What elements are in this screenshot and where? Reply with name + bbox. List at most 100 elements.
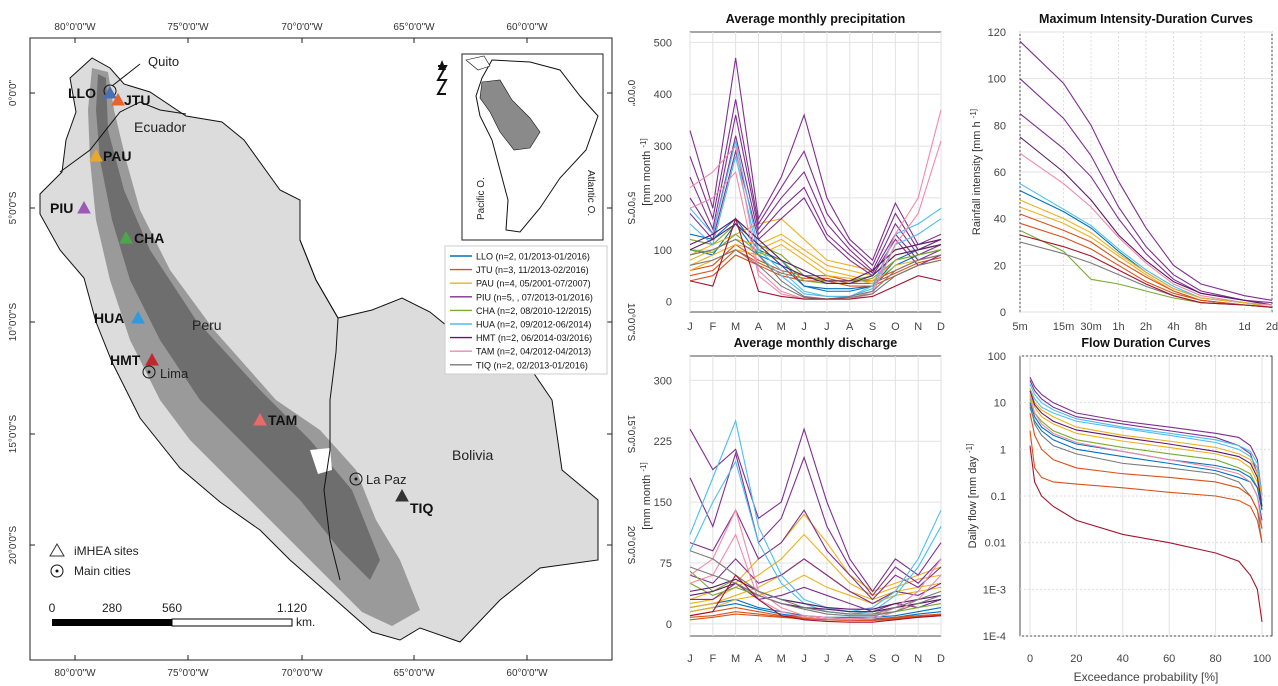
scalebar-tick: 280: [102, 601, 122, 615]
scalebar-tick: 0: [49, 601, 56, 615]
x-tick-label: 8h: [1195, 321, 1207, 333]
y-tick-label: 0.01: [985, 538, 1006, 550]
quito-leader: [111, 63, 141, 87]
andes-highlands: [96, 74, 380, 580]
legend-label: PIU (n=5, , 07/2013-01/2016): [476, 292, 593, 302]
chart-title: Average monthly precipitation: [726, 12, 905, 26]
y-tick-label: 1E-3: [983, 584, 1006, 596]
site-marker-pau: [89, 148, 103, 162]
series-line: [689, 156, 942, 297]
site-label-tiq: TIQ: [410, 500, 433, 516]
legend-label: HMT (n=2, 06/2014-03/2016): [476, 333, 592, 343]
inset-label-atlantic: Atlantic O.: [585, 170, 596, 216]
series-line: [1019, 199, 1273, 308]
y-tick-label: 400: [654, 89, 672, 101]
x-tick-label: A: [846, 321, 854, 333]
series-line: [1019, 222, 1273, 308]
legend-label: LLO (n=2, 01/2013-01/2016): [476, 252, 590, 262]
series-line: [689, 217, 942, 290]
left-lat-label: 0°0'0": [8, 79, 19, 106]
site-marker-tam: [253, 412, 267, 426]
chart-fdc: 1E-4 1E-3 0.01 0.1 1 10 100 0 20 40 60 80 100 Flow Du…: [965, 336, 1273, 684]
chart-idf: 0 20 40 60 80 100 120 5m 15m 30m 1h 2h 4h 8h 1d 2d Maxim…: [969, 12, 1278, 333]
top-lon-label: 75°0'0"W: [167, 22, 209, 33]
y-tick-label: 100: [988, 74, 1006, 86]
right-lat-label: 20°0'0"S: [625, 526, 636, 565]
chart-title: Maximum Intensity-Duration Curves: [1039, 12, 1253, 26]
city-marker: [142, 365, 156, 379]
x-tick-label: 20: [1070, 653, 1082, 665]
y-tick-label: 500: [654, 37, 672, 49]
site-label-llo: LLO: [68, 85, 96, 101]
series-line: [689, 149, 942, 277]
key-city-dot: [55, 569, 59, 573]
site-label-tam: TAM: [268, 412, 297, 428]
chart-title: Average monthly discharge: [734, 336, 898, 350]
city-dot: [147, 370, 151, 374]
series-line: [689, 223, 942, 285]
y-tick-label: 60: [994, 167, 1006, 179]
series-line: [689, 140, 942, 297]
scalebar-unit: km.: [296, 615, 315, 629]
left-lat-label: 15°0'0"S: [8, 414, 19, 453]
series-line: [1019, 40, 1273, 301]
x-tick-label: 2h: [1140, 321, 1152, 333]
series-line: [1029, 390, 1263, 507]
series-line: [689, 419, 942, 613]
series-line: [689, 508, 942, 620]
series-line: [1019, 136, 1273, 306]
site-marker-hmt: [145, 352, 159, 366]
country-label-bolivia: Bolivia: [452, 447, 493, 463]
x-tick-label: S: [869, 653, 876, 665]
y-tick-label: 1: [1000, 444, 1006, 456]
top-lon-label: 70°0'0"W: [281, 22, 323, 33]
series-line: [1029, 445, 1263, 623]
y-tick-label: 20: [994, 260, 1006, 272]
series-line: [689, 509, 942, 601]
series-line: [689, 574, 942, 613]
city-marker: [349, 472, 363, 486]
map-panel: 80°0'0"W 75°0'0"W 70°0'0"W 65°0'0"W 60°0'0"W…: [8, 22, 636, 679]
y-tick-label: 300: [654, 375, 672, 387]
x-tick-label: 100: [1253, 653, 1271, 665]
series-line: [1029, 412, 1263, 529]
series-line: [1029, 388, 1263, 501]
peru-bolivia-border: [299, 239, 341, 581]
chart-1: 0 75 150 225 300 J F M A M J J A S O N D Average monthly …: [639, 336, 946, 665]
series-line: [689, 99, 942, 267]
legend-label: PAU (n=4, 05/2001-07/2007): [476, 279, 591, 289]
series-line: [689, 217, 942, 282]
series-line: [689, 550, 942, 615]
legend-label: HUA (n=2, 09/2012-06/2014): [476, 320, 591, 330]
series-line: [689, 574, 942, 623]
series-line: [1029, 388, 1263, 497]
country-label-ecuador: Ecuador: [134, 119, 186, 135]
legend-label: JTU (n=3, 11/2013-02/2016): [476, 265, 589, 275]
y-tick-label: 300: [654, 141, 672, 153]
top-lon-label: 80°0'0"W: [54, 22, 96, 33]
y-tick-label: 100: [654, 245, 672, 257]
key-city-icon: [50, 564, 64, 578]
x-tick-label: 60: [1163, 653, 1175, 665]
city-dot: [354, 477, 358, 481]
series-line: [689, 558, 942, 605]
y-tick-label: 200: [654, 193, 672, 205]
key-label-sites: iMHEA sites: [74, 544, 139, 558]
site-marker-tiq: [395, 488, 409, 502]
y-axis-label: [mm month -1]: [639, 138, 654, 205]
key-site-icon: [49, 543, 65, 557]
x-tick-label: 1d: [1238, 321, 1250, 333]
x-tick-label: J: [801, 321, 807, 333]
x-tick-label: F: [709, 321, 716, 333]
site-marker-jtu: [111, 92, 125, 106]
y-tick-label: 40: [994, 214, 1006, 226]
city-label-quito: Quito: [148, 54, 179, 69]
x-tick-label: J: [824, 321, 830, 333]
x-tick-label: A: [846, 653, 854, 665]
series-line: [1019, 234, 1273, 308]
x-tick-label: S: [869, 321, 876, 333]
ecuador-peru-border: [59, 101, 187, 173]
top-lon-label: 65°0'0"W: [393, 22, 435, 33]
site-label-hua: HUA: [94, 310, 124, 326]
x-tick-label: D: [937, 653, 945, 665]
